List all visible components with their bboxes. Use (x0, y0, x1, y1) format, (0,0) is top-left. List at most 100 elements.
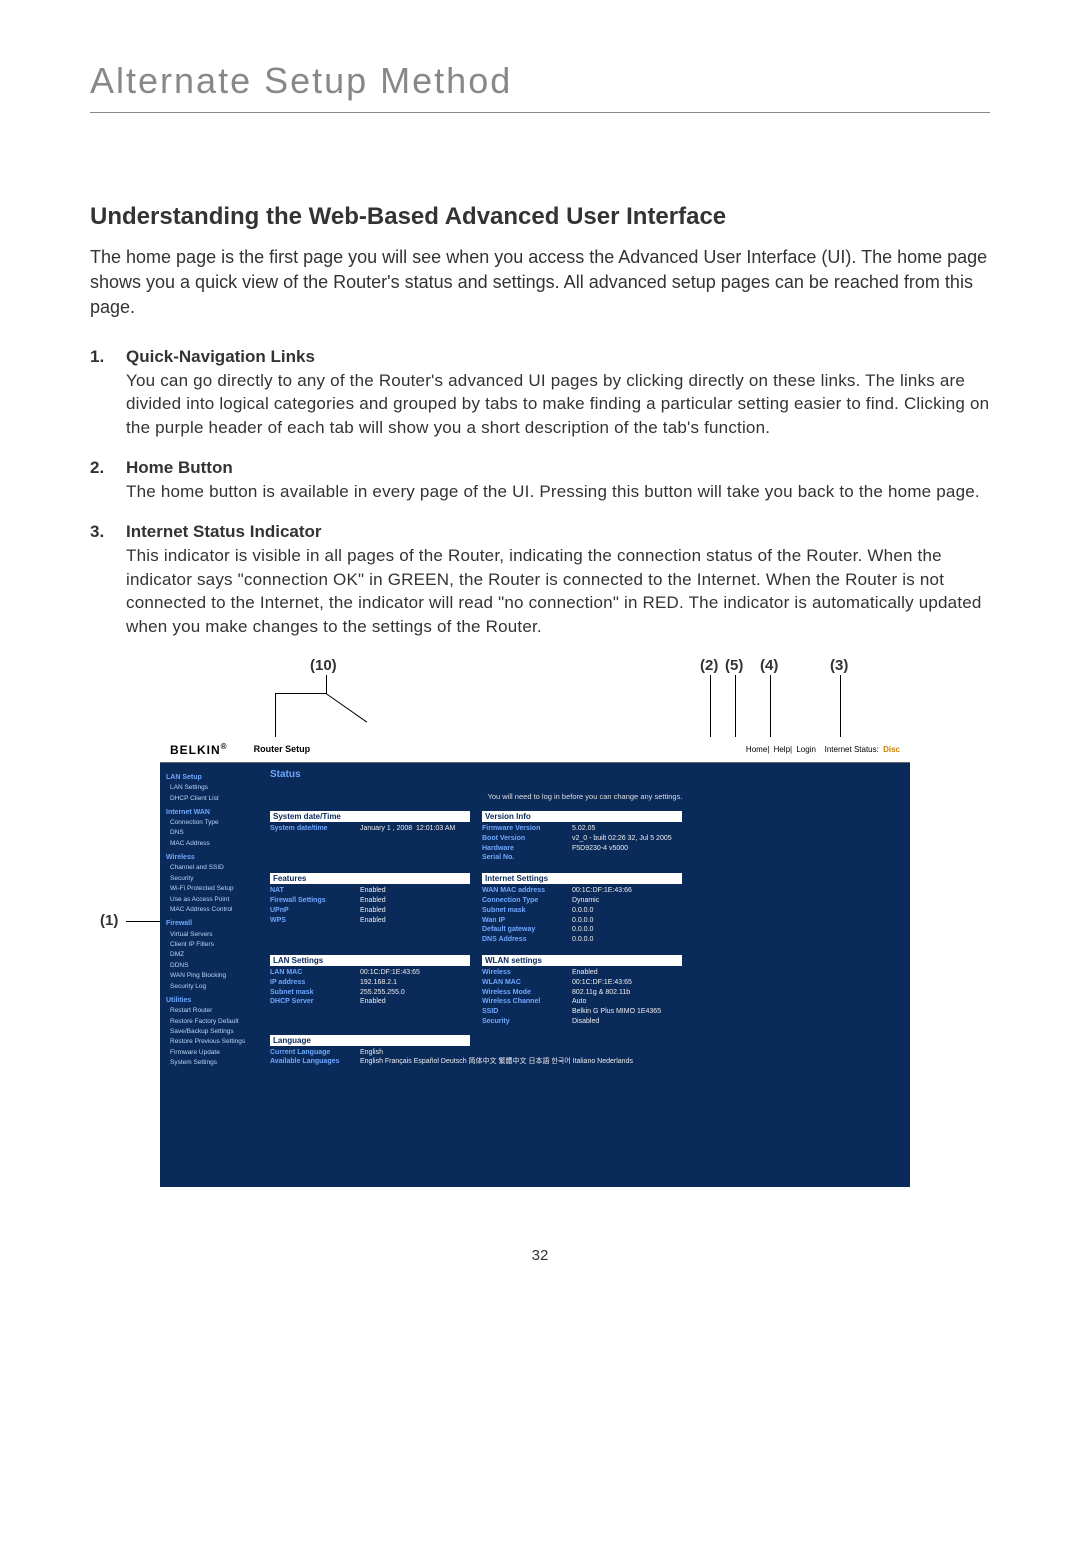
panel-value: 802.11g & 802.11b (572, 988, 630, 998)
sidebar-item[interactable]: System Settings (170, 1058, 254, 1068)
sidebar-item[interactable]: MAC Address (170, 839, 254, 849)
sidebar-category[interactable]: Internet WAN (166, 807, 254, 818)
callout-10: (10) (310, 657, 337, 674)
callout-line (326, 693, 368, 722)
sidebar-item[interactable]: Firmware Update (170, 1048, 254, 1058)
sidebar-item[interactable]: MAC Address Control (170, 905, 254, 915)
status-heading: Status (270, 769, 900, 780)
panel-value: 0.0.0.0 (572, 916, 593, 926)
page-title: Alternate Setup Method (90, 60, 990, 102)
panel-value: 0.0.0.0 (572, 906, 593, 916)
callout-1: (1) (100, 912, 118, 929)
sidebar-item[interactable]: Restore Previous Settings (170, 1037, 254, 1047)
panel-title: LAN Settings (270, 955, 470, 966)
panel-key: WLAN MAC (482, 978, 572, 988)
sidebar-item[interactable]: Security (170, 874, 254, 884)
topbar: BELKIN® Router Setup Home| Help| Login I… (160, 737, 910, 763)
panel-value: 00:1C:DF:1E:43:65 (572, 978, 632, 988)
panel-key: SSID (482, 1007, 572, 1017)
panel-title: Internet Settings (482, 873, 682, 884)
panel-key: WAN MAC address (482, 886, 572, 896)
panel-key: Subnet mask (482, 906, 572, 916)
status-panel: FeaturesNATEnabledFirewall SettingsEnabl… (270, 873, 470, 945)
list-number: 3. (90, 522, 126, 542)
panel-value: 00:1C:DF:1E:43:66 (572, 886, 632, 896)
panel-value: January 1 , 2008 12:01:03 AM (360, 824, 455, 834)
list-title: Internet Status Indicator (126, 522, 322, 542)
panel-value: Enabled (360, 906, 386, 916)
panel-title: Features (270, 873, 470, 884)
callout-3: (3) (830, 657, 848, 674)
panel-key: Firmware Version (482, 824, 572, 834)
list-item-2: 2. Home Button The home button is availa… (90, 458, 990, 504)
panel-title: System date/Time (270, 811, 470, 822)
sidebar-item[interactable]: DDNS (170, 961, 254, 971)
panel-key: Current Language (270, 1048, 360, 1058)
panel-value: Enabled (360, 886, 386, 896)
router-screenshot-diagram: (1) (10) (2) (5) (4) (3) (7) (9) (8) (6)… (100, 657, 990, 1217)
status-label: Internet Status: (825, 745, 879, 754)
sidebar-item[interactable]: Connection Type (170, 818, 254, 828)
callout-2: (2) (700, 657, 718, 674)
sidebar-category[interactable]: Wireless (166, 852, 254, 863)
panel-value: Auto (572, 997, 586, 1007)
brand-subtitle: Router Setup (254, 744, 311, 754)
sidebar-item[interactable]: Channel and SSID (170, 863, 254, 873)
help-link[interactable]: Help (774, 745, 790, 754)
sidebar-category[interactable]: Firewall (166, 918, 254, 929)
sidebar-item[interactable]: Save/Backup Settings (170, 1027, 254, 1037)
panel-title: Language (270, 1035, 470, 1046)
login-link[interactable]: Login (796, 745, 816, 754)
sidebar-item[interactable]: Client IP Filters (170, 940, 254, 950)
list-body: This indicator is visible in all pages o… (126, 544, 990, 639)
panel-value: English Français Español Deutsch 简体中文 繁體… (360, 1057, 633, 1067)
brand-logo: BELKIN® (170, 742, 228, 757)
panel-key: Wireless Mode (482, 988, 572, 998)
sidebar-category[interactable]: Utilities (166, 995, 254, 1006)
panel-key: Boot Version (482, 834, 572, 844)
sidebar-category[interactable]: LAN Setup (166, 772, 254, 783)
status-panel: Internet Settings WAN MAC address00:1C:DF… (482, 873, 682, 945)
sidebar-item[interactable]: Restart Router (170, 1006, 254, 1016)
panel-key: IP address (270, 978, 360, 988)
panel-key: System date/time (270, 824, 360, 834)
callout-4: (4) (760, 657, 778, 674)
panel-value: 0.0.0.0 (572, 935, 593, 945)
panel-key: DNS Address (482, 935, 572, 945)
sidebar-item[interactable]: DNS (170, 828, 254, 838)
sidebar-item[interactable]: Use as Access Point (170, 895, 254, 905)
sidebar-item[interactable]: DHCP Client List (170, 794, 254, 804)
home-link[interactable]: Home (746, 745, 767, 754)
panel-key: UPnP (270, 906, 360, 916)
callout-line (126, 921, 160, 922)
list-title: Quick-Navigation Links (126, 347, 315, 367)
panel-value: English (360, 1048, 383, 1058)
sidebar-item[interactable]: Restore Factory Default (170, 1017, 254, 1027)
panel-value: Enabled (360, 896, 386, 906)
sidebar: LAN SetupLAN SettingsDHCP Client List Int… (160, 763, 260, 1187)
router-admin-screenshot: BELKIN® Router Setup Home| Help| Login I… (160, 737, 910, 1187)
sidebar-item[interactable]: Wi-Fi Protected Setup (170, 884, 254, 894)
panel-value: Dynamic (572, 896, 599, 906)
callout-5: (5) (725, 657, 743, 674)
title-rule (90, 112, 990, 113)
sidebar-item[interactable]: Virtual Servers (170, 930, 254, 940)
callout-line (275, 693, 327, 694)
panel-key: WPS (270, 916, 360, 926)
sidebar-item[interactable]: Security Log (170, 982, 254, 992)
panel-key: Security (482, 1017, 572, 1027)
panel-key: Wan IP (482, 916, 572, 926)
panel-value: Disabled (572, 1017, 599, 1027)
panel-value: 5.02.05 (572, 824, 595, 834)
sidebar-item[interactable]: DMZ (170, 950, 254, 960)
section-intro: The home page is the first page you will… (90, 245, 990, 321)
panel-value: Enabled (360, 997, 386, 1007)
panel-key: Default gateway (482, 925, 572, 935)
sidebar-item[interactable]: WAN Ping Blocking (170, 971, 254, 981)
panel-title: Version Info (482, 811, 682, 822)
panel-key: Hardware (482, 844, 572, 854)
panel-key: Available Languages (270, 1057, 360, 1067)
status-panel: Version Info Firmware Version5.02.05Boot … (482, 811, 682, 863)
sidebar-item[interactable]: LAN Settings (170, 783, 254, 793)
panel-value: F5D9230-4 v5000 (572, 844, 628, 854)
